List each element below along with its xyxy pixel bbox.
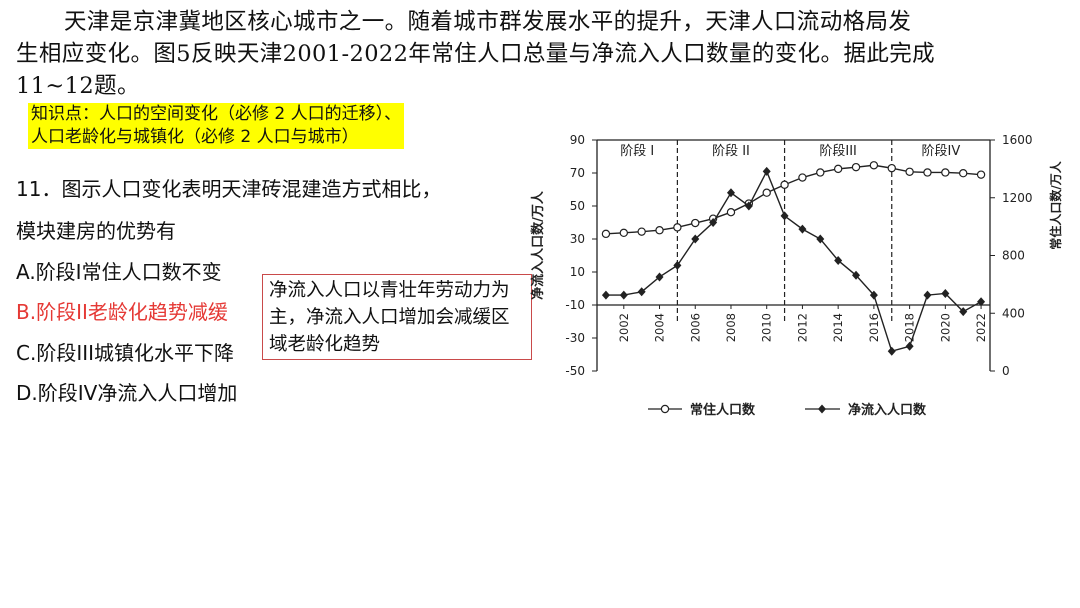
legend-inflow-marker [818,404,826,414]
resident-population-point [601,229,611,239]
resident-population-point [923,168,932,177]
knowledge-points: 知识点：人口的空间变化（必修 2 人口的迁移）、 人口老龄化与城镇化（必修 2 … [28,103,405,149]
left-tick-label: -10 [565,298,585,312]
net-inflow-point [834,255,843,265]
intro-line-2: 生相应变化。图5反映天津2001-2022年常住人口总量与净流入人口数量的变化。… [16,41,936,67]
net-inflow-point [887,346,896,356]
question-stem-2: 模块建房的优势有 [16,219,176,243]
right-axis-title: 常住人口数/万人 [1048,160,1063,249]
intro-line-1: 天津是京津冀地区核心城市之一。随着城市群发展水平的提升，天津人口流动格局发 [64,9,912,35]
left-tick-label: -50 [565,364,585,378]
resident-population-point [905,167,914,176]
legend-resident-marker [660,404,670,414]
stage-label: 阶段 II [712,144,750,159]
resident-population-point [637,227,646,236]
resident-population-point [655,226,664,235]
resident-population-point [780,180,789,189]
x-tick-label: 2008 [724,313,738,342]
net-inflow-point [726,188,735,198]
chart-svg: 90 70 50 30 10 -10 -30 -50 1600 1200 800 400 0 2002 20… [530,133,1063,418]
resident-population-point [941,168,950,177]
net-inflow-point [816,234,825,244]
x-tick-label: 2020 [938,313,952,342]
left-axis-title: 净流入人口数/万人 [530,190,546,300]
resident-population-line [605,164,982,235]
legend-inflow-label: 净流入人口数 [848,402,927,418]
net-inflow-point [852,270,861,280]
resident-population-point [959,169,968,178]
resident-population-point [869,161,879,170]
net-inflow-point [601,290,610,300]
net-inflow-point [923,290,932,300]
net-inflow-point [744,201,753,211]
left-tick-label: 10 [570,265,585,279]
option-b: B.阶段II老龄化趋势减缓 [16,300,228,324]
net-inflow-point [977,297,986,307]
option-a: A.阶段I常住人口数不变 [16,260,222,284]
x-tick-label: 2006 [688,313,702,342]
net-inflow-point [941,288,950,298]
right-tick-label: 1600 [1002,133,1033,147]
x-tick-label: 2002 [617,313,631,342]
net-inflow-point [673,260,682,270]
x-tick-label: 2016 [867,313,881,342]
resident-population-point [762,188,771,197]
left-tick-label: 30 [570,232,585,246]
left-tick-label: 90 [570,133,585,147]
net-inflow-point [905,341,914,351]
net-inflow-point [691,234,700,244]
resident-population-point [887,163,896,173]
net-inflow-point [762,166,771,176]
right-tick-label: 800 [1002,249,1025,263]
explanation-note: 净流入人口以青壮年劳动力为主，净流入人口增加会减缓区域老龄化趋势 [262,274,532,360]
stage-label: 阶段 I [620,144,654,159]
net-inflow-point [655,272,664,282]
resident-population-point [726,207,736,217]
intro-passage: 天津是京津冀地区核心城市之一。随着城市群发展水平的提升，天津人口流动格局发 生相… [16,6,1068,102]
option-c: C.阶段III城镇化水平下降 [16,341,235,365]
right-tick-label: 400 [1002,306,1025,320]
left-tick-label: 70 [570,166,585,180]
resident-population-point [673,223,682,232]
resident-population-point [619,228,628,238]
left-tick-label: -30 [565,331,585,345]
left-tick-label: 50 [570,199,585,213]
resident-population-point [691,218,700,228]
right-tick-label: 0 [1002,364,1010,378]
knowledge-line-1: 知识点：人口的空间变化（必修 2 人口的迁移）、 [31,104,402,124]
net-inflow-point [798,224,807,234]
knowledge-line-2: 人口老龄化与城镇化（必修 2 人口与城市） [31,127,359,147]
net-inflow-point [869,290,878,300]
question-stem-1: 11．图示人口变化表明天津砖混建造方式相比， [16,177,442,201]
right-tick-label: 1200 [1002,191,1033,205]
x-tick-label: 2012 [795,313,809,342]
net-inflow-point [959,307,968,317]
legend-resident-label: 常住人口数 [690,402,756,418]
option-d: D.阶段IV净流入人口增加 [16,381,238,405]
resident-population-point [833,164,843,174]
resident-population-point [798,173,807,182]
net-inflow-point [709,218,718,227]
stage-label: 阶段III [819,144,857,159]
resident-population-point [816,168,825,177]
x-tick-label: 2018 [903,313,917,342]
resident-population-point [851,162,861,172]
net-inflow-point [619,290,628,300]
x-tick-label: 2010 [760,313,774,342]
x-tick-label: 2022 [974,313,988,342]
resident-population-point [976,170,986,179]
intro-line-3: 11~12题。 [16,73,140,99]
x-tick-label: 2014 [831,313,845,342]
stage-label: 阶段IV [922,144,961,159]
net-inflow-point [780,211,789,221]
net-inflow-line [605,169,982,353]
net-inflow-point [637,287,646,297]
population-chart: 90 70 50 30 10 -10 -30 -50 1600 1200 800 400 0 2002 20… [520,115,1075,429]
x-tick-label: 2004 [653,313,667,342]
